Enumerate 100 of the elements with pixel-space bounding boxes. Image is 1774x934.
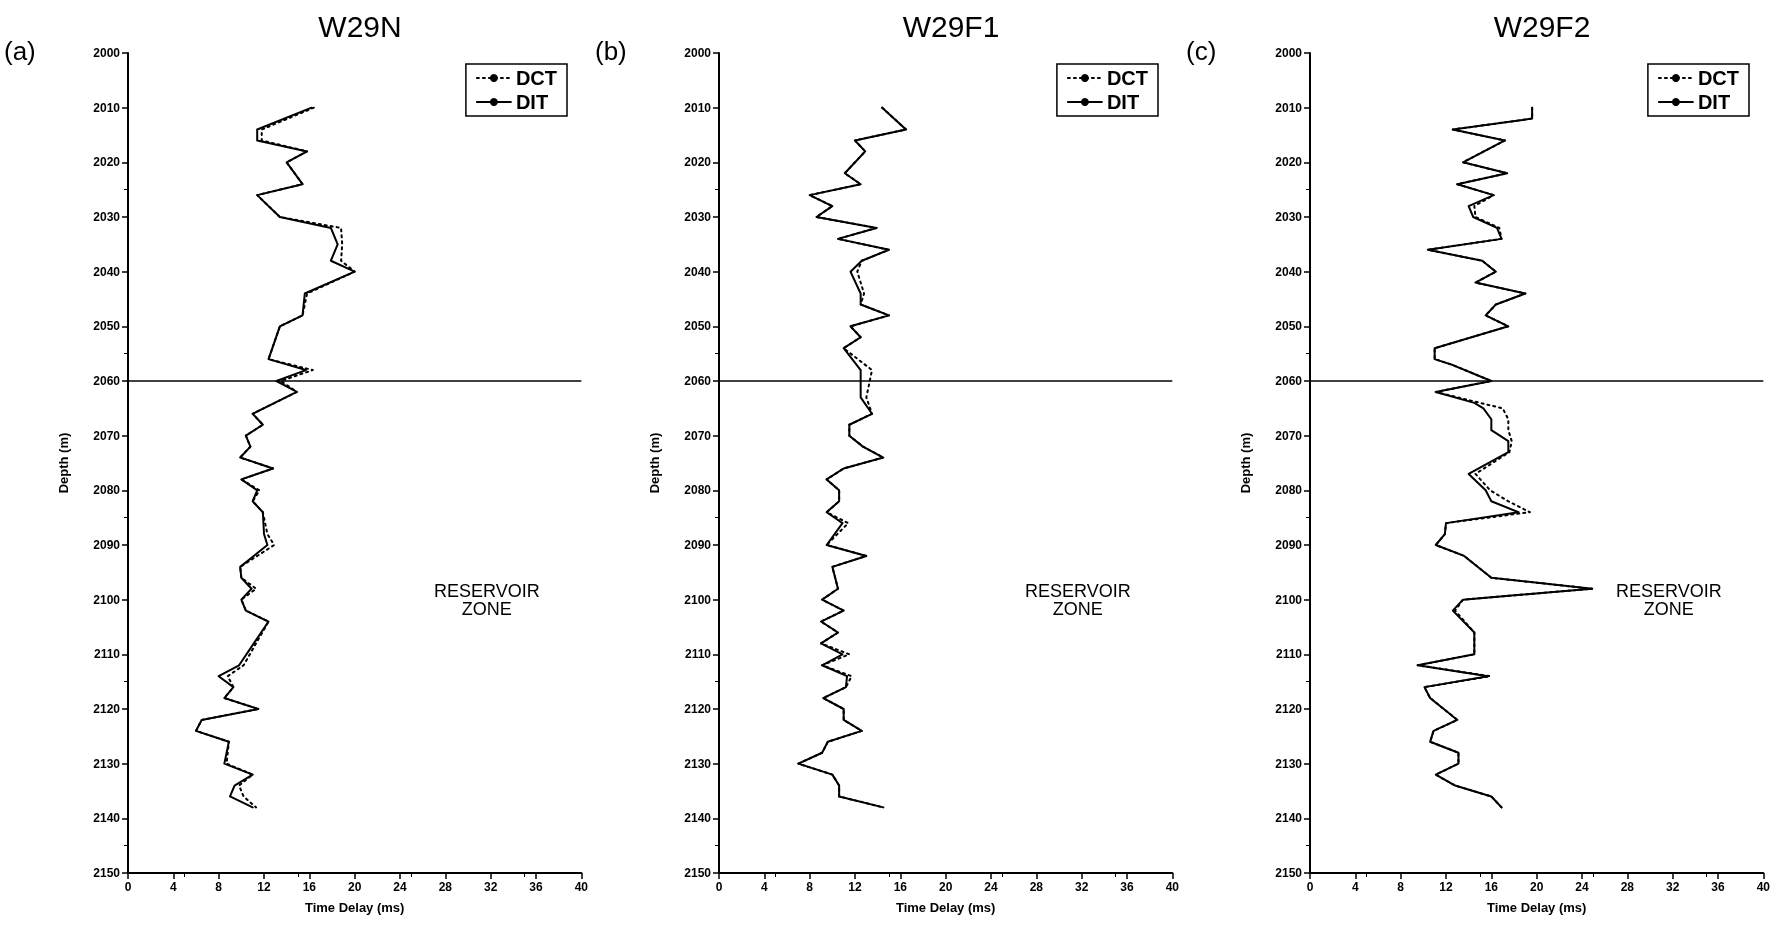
legend-label: DCT [1697, 67, 1740, 89]
y-tick-label: 2130 [1275, 756, 1303, 771]
y-tick-label: 2030 [684, 210, 712, 224]
x-tick-label: 0 [715, 880, 723, 894]
y-tick-label: 2020 [1275, 155, 1303, 170]
x-tick-label: 20 [347, 880, 362, 894]
y-tick-label: 2070 [93, 428, 121, 443]
y-tick-label: 2080 [684, 483, 712, 498]
y-tick-label: 2120 [684, 702, 712, 716]
y-axis-title: Depth (m) [1238, 432, 1253, 494]
y-tick-label: 2010 [1275, 100, 1303, 115]
x-tick-label: 8 [806, 880, 814, 894]
x-tick-label: 32 [483, 880, 498, 894]
x-tick-label: 8 [1397, 880, 1405, 894]
x-tick-label: 16 [302, 880, 317, 894]
x-axis-title: Time Delay (ms) [895, 900, 996, 915]
x-tick-label: 24 [1575, 880, 1589, 894]
x-tick-label: 32 [1665, 880, 1680, 894]
x-tick-label: 24 [393, 880, 407, 894]
legend-label: DIT [1697, 91, 1731, 113]
y-tick-label: 2040 [684, 264, 712, 279]
y-tick-label: 2060 [684, 374, 712, 388]
x-tick-label: 36 [1120, 880, 1134, 894]
y-tick-label: 2110 [93, 647, 121, 662]
y-axis-title: Depth (m) [56, 432, 71, 494]
x-tick-label: 40 [1756, 880, 1771, 894]
x-tick-label: 36 [529, 880, 543, 894]
y-tick-label: 2060 [93, 374, 121, 388]
y-tick-label: 2050 [684, 319, 712, 334]
y-tick-label: 2150 [1275, 866, 1303, 880]
x-tick-label: 28 [1029, 880, 1044, 894]
legend-label: DCT [1106, 67, 1149, 89]
y-tick-label: 2010 [684, 100, 712, 115]
y-axis-title: Depth (m) [647, 432, 662, 494]
y-tick-label: 2040 [1275, 264, 1303, 279]
x-tick-label: 12 [1439, 880, 1453, 894]
y-tick-label: 2140 [93, 811, 121, 826]
x-tick-label: 28 [438, 880, 453, 894]
text: (a) [4, 36, 36, 66]
x-axis-title: Time Delay (ms) [304, 900, 405, 915]
y-tick-label: 2020 [684, 155, 712, 170]
chart-title: W29F1 [902, 9, 1000, 43]
chart-title: W29F2 [1493, 9, 1591, 43]
y-tick-label: 2110 [1275, 647, 1303, 662]
y-tick-label: 2090 [684, 538, 712, 552]
y-tick-label: 2000 [684, 46, 712, 60]
y-tick-label: 2090 [1275, 538, 1303, 552]
y-tick-label: 2100 [93, 592, 121, 607]
y-tick-label: 2000 [1275, 46, 1303, 60]
x-tick-label: 8 [215, 880, 223, 894]
x-tick-label: 0 [1306, 880, 1314, 894]
y-tick-label: 2100 [1275, 592, 1303, 607]
y-tick-label: 2080 [93, 483, 121, 498]
x-tick-label: 40 [1165, 880, 1180, 894]
legend-label: DCT [515, 67, 558, 89]
y-tick-label: 2130 [684, 756, 712, 771]
annotation: RESERVOIR ZONE [1616, 581, 1722, 619]
y-tick-label: 2010 [93, 100, 121, 115]
y-tick-label: 2040 [93, 264, 121, 279]
legend-label: DIT [515, 91, 549, 113]
x-tick-label: 4 [1351, 880, 1359, 894]
y-tick-label: 2130 [93, 756, 121, 771]
y-tick-label: 2070 [1275, 428, 1303, 443]
x-tick-label: 32 [1074, 880, 1089, 894]
text: (c) [1186, 36, 1217, 66]
y-tick-label: 2050 [93, 319, 121, 334]
y-tick-label: 2020 [93, 155, 121, 170]
y-tick-label: 2110 [684, 647, 712, 662]
x-tick-label: 4 [760, 880, 768, 894]
text: (b) [595, 36, 627, 66]
x-tick-label: 4 [169, 880, 177, 894]
y-tick-label: 2120 [93, 702, 121, 716]
y-tick-label: 2140 [1275, 811, 1303, 826]
y-tick-label: 2030 [93, 210, 121, 224]
y-tick-label: 2000 [93, 46, 121, 60]
x-tick-label: 12 [257, 880, 271, 894]
y-tick-label: 2030 [1275, 210, 1303, 224]
x-tick-label: 20 [1529, 880, 1544, 894]
x-axis-title: Time Delay (ms) [1486, 900, 1587, 915]
x-tick-label: 36 [1711, 880, 1725, 894]
legend-label: DIT [1106, 91, 1140, 113]
annotation: RESERVOIR ZONE [434, 581, 540, 619]
y-tick-label: 2140 [684, 811, 712, 826]
y-tick-label: 2120 [1275, 702, 1303, 716]
y-tick-label: 2150 [684, 866, 712, 880]
y-tick-label: 2070 [684, 428, 712, 443]
x-tick-label: 20 [938, 880, 953, 894]
y-tick-label: 2050 [1275, 319, 1303, 334]
y-tick-label: 2090 [93, 538, 121, 552]
chart-title: W29N [318, 9, 402, 43]
x-tick-label: 16 [893, 880, 908, 894]
x-tick-label: 12 [848, 880, 862, 894]
y-tick-label: 2060 [1275, 374, 1303, 388]
x-tick-label: 28 [1620, 880, 1635, 894]
x-tick-label: 0 [124, 880, 132, 894]
annotation: RESERVOIR ZONE [1025, 581, 1131, 619]
y-tick-label: 2080 [1275, 483, 1303, 498]
x-tick-label: 16 [1484, 880, 1499, 894]
y-tick-label: 2100 [684, 592, 712, 607]
x-tick-label: 40 [574, 880, 589, 894]
